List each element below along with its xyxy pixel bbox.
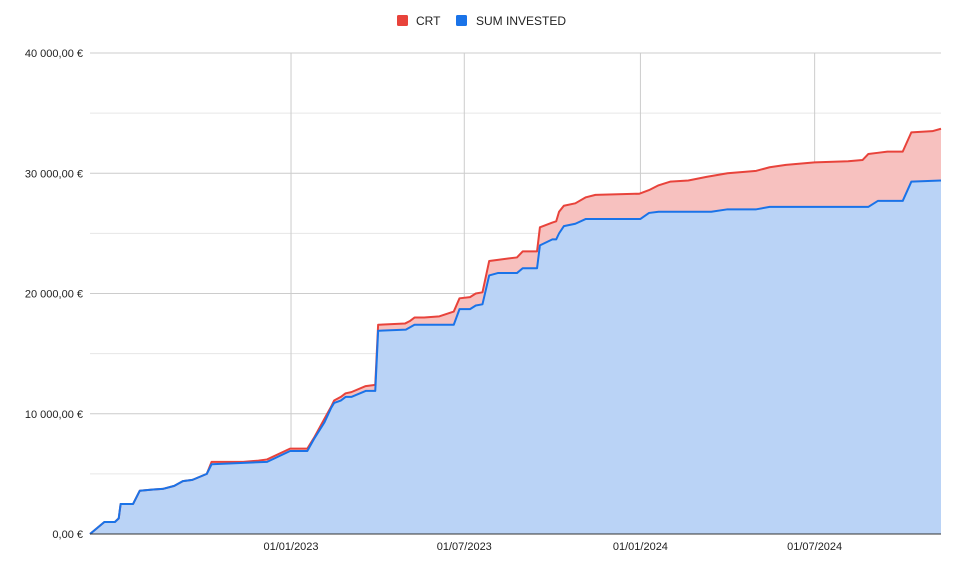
x-tick-label: 01/07/2023: [437, 541, 492, 553]
legend-swatch: [397, 15, 408, 26]
x-tick-label: 01/01/2024: [613, 541, 668, 553]
x-axis: 01/01/2023 01/07/2023 01/01/2024 01/07/2024: [90, 533, 941, 553]
legend-label: SUM INVESTED: [476, 14, 566, 28]
legend-label: CRT: [416, 14, 441, 28]
x-tick-label: 01/07/2024: [787, 541, 842, 553]
y-tick-label: 30 000,00 €: [25, 168, 83, 180]
legend[interactable]: CRT SUM INVESTED: [397, 14, 566, 28]
y-tick-label: 0,00 €: [52, 529, 83, 541]
series-lines: [89, 127, 942, 535]
y-tick-label: 40 000,00 €: [25, 48, 83, 60]
series-areas: [90, 128, 941, 534]
legend-item[interactable]: SUM INVESTED: [456, 14, 566, 28]
y-tick-label: 20 000,00 €: [25, 289, 83, 301]
area-sum-invested: [90, 180, 941, 534]
legend-swatch: [456, 15, 467, 26]
legend-item[interactable]: CRT: [397, 14, 441, 28]
y-axis: 0,00 € 10 000,00 € 20 000,00 € 30 000,00 € 4…: [25, 48, 83, 541]
x-tick-label: 01/01/2023: [263, 541, 318, 553]
line-sum-invested[interactable]: [89, 179, 942, 535]
y-tick-label: 10 000,00 €: [25, 409, 83, 421]
